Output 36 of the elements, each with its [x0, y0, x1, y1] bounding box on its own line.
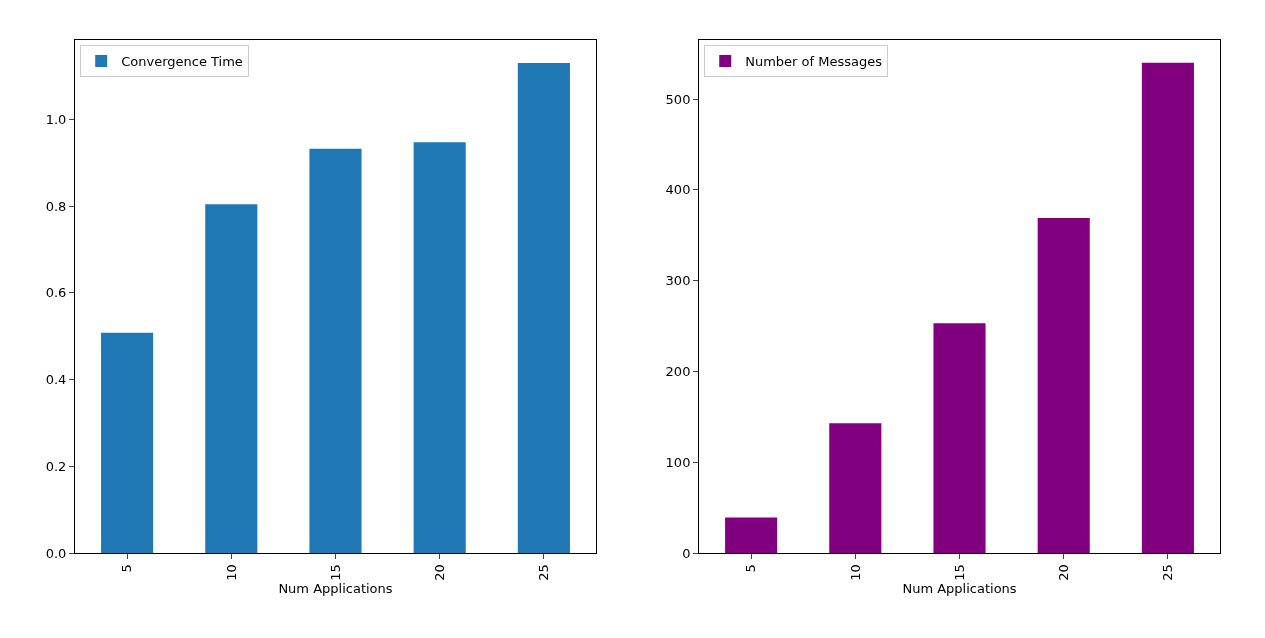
x-tick-label: 20 [1055, 564, 1071, 581]
y-tick-label: 500 [665, 91, 691, 107]
legend-label: Number of Messages [745, 54, 883, 70]
bar [725, 517, 778, 553]
y-tick-label: 0.0 [45, 545, 67, 561]
bar [413, 142, 466, 553]
bar [517, 62, 570, 553]
x-tick-label: 25 [536, 564, 552, 581]
y-tick-label: 300 [665, 273, 691, 289]
x-axis-title: Num Applications [902, 581, 1017, 597]
x-tick-label: 5 [743, 564, 759, 573]
bar [205, 204, 258, 553]
x-tick-label: 10 [847, 564, 863, 581]
y-tick-label: 200 [665, 363, 691, 379]
bar [1141, 62, 1194, 553]
x-tick-label: 10 [223, 564, 239, 581]
y-tick-label: 400 [665, 182, 691, 198]
x-tick-label: 15 [951, 564, 967, 581]
bar [1037, 217, 1090, 553]
y-tick-label: 0.6 [45, 285, 67, 301]
x-tick-label: 20 [431, 564, 447, 581]
x-tick-label: 25 [1160, 564, 1176, 581]
x-axis-title: Num Applications [278, 581, 393, 597]
bar [309, 148, 362, 553]
y-tick-label: 0 [682, 545, 691, 561]
bar [829, 423, 882, 553]
bar [933, 323, 986, 553]
y-tick-label: 0.8 [45, 198, 67, 214]
y-tick-label: 0.2 [45, 458, 67, 474]
y-tick-label: 1.0 [45, 111, 67, 127]
y-tick-label: 100 [665, 454, 691, 470]
legend-label: Convergence Time [121, 54, 243, 70]
x-tick-label: 15 [327, 564, 343, 581]
bar [101, 332, 154, 553]
x-tick-label: 5 [119, 564, 135, 573]
y-tick-label: 0.4 [45, 372, 67, 388]
